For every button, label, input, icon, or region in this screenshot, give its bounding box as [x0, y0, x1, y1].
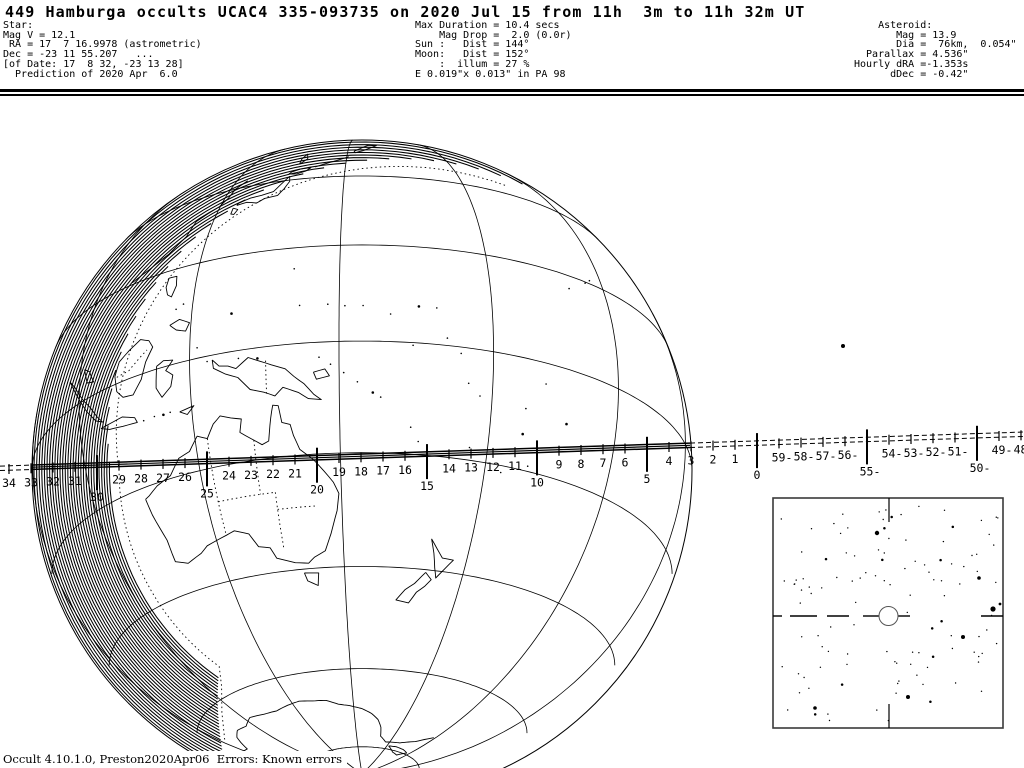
- tick-label: 52-: [926, 445, 947, 459]
- dotted-borders: [116, 349, 317, 549]
- tick-label: 51-: [948, 445, 969, 459]
- event-title: 449 Hamburga occults UCAC4 335-093735 on…: [5, 3, 806, 21]
- tick-label: 6: [622, 456, 629, 470]
- tick-label: 55-: [860, 464, 881, 478]
- target-star-circle: [878, 606, 899, 626]
- tick-label: 8: [578, 457, 585, 471]
- tick-label: 27: [156, 471, 170, 485]
- path-minute-ticks: [8, 425, 1022, 491]
- tick-label: 14: [442, 461, 456, 475]
- tick-label: 23: [244, 468, 258, 482]
- tick-label: 7: [600, 456, 607, 470]
- bright-star-dot: [906, 695, 910, 699]
- tick-label: 3: [688, 453, 695, 467]
- bright-star-dot: [813, 706, 817, 710]
- tick-label: 0: [754, 468, 761, 482]
- tick-label: 26: [178, 470, 192, 484]
- tick-label: 28: [134, 472, 148, 486]
- tick-label: 50-: [970, 461, 991, 475]
- tick-label: 2: [710, 453, 717, 467]
- star-info-block: Star: Mag V = 12.1 RA = 17 7 16.9978 (as…: [3, 20, 202, 80]
- tick-label: 34: [2, 476, 16, 490]
- tick-label: 32: [46, 475, 60, 489]
- footer-credit: Occult 4.10.1.0, Preston2020Apr06 Errors…: [2, 751, 347, 768]
- terminator-shading: [33, 141, 523, 768]
- tick-label: 22: [266, 467, 280, 481]
- tick-label: 29: [112, 472, 126, 486]
- tick-label: 49-: [992, 443, 1013, 457]
- tick-label: 33: [24, 475, 38, 489]
- tick-label: 31: [68, 474, 82, 488]
- field-star-dot: [841, 344, 845, 348]
- tick-label: 10: [530, 475, 544, 489]
- asteroid-info-block: Asteroid: Mag = 13.9 Dia = 76km, 0.054" …: [854, 20, 1017, 80]
- bright-star-dot: [998, 602, 1002, 606]
- bright-star-dot: [961, 635, 965, 639]
- tick-label: 24: [222, 469, 236, 483]
- bright-star-dot: [977, 576, 981, 580]
- bright-star-dot: [874, 530, 880, 536]
- tick-label: 56-: [838, 448, 859, 462]
- finder-chart-inset: [772, 497, 1004, 729]
- inset-star-field: [780, 505, 1002, 722]
- tick-label: 30: [90, 490, 104, 504]
- tick-label: 18: [354, 464, 368, 478]
- tick-label: 54-: [882, 447, 903, 461]
- tick-label: 11: [508, 459, 522, 473]
- tick-label: 15: [420, 479, 434, 493]
- header-divider-thin: [0, 94, 1024, 96]
- tick-label: 59-: [772, 450, 793, 464]
- tick-label: 25: [200, 486, 214, 500]
- tick-label: 12: [486, 460, 500, 474]
- tick-label: 57-: [816, 449, 837, 463]
- bright-star-dot: [990, 606, 996, 612]
- header-divider-thick: [0, 89, 1024, 92]
- twilight-dotted-line: [115, 165, 507, 740]
- tick-label: 1: [732, 452, 739, 466]
- tick-label: 4: [666, 454, 673, 468]
- tick-label: 48-: [1014, 442, 1024, 456]
- island-dots: [142, 268, 591, 474]
- tick-label: 58-: [794, 450, 815, 464]
- tick-label: 13: [464, 461, 478, 475]
- tick-label: 53-: [904, 446, 925, 460]
- tick-label: 9: [556, 458, 563, 472]
- tick-label: 20: [310, 483, 324, 497]
- tick-label: 16: [398, 463, 412, 477]
- tick-label: 19: [332, 465, 346, 479]
- tick-label: 5: [644, 472, 651, 486]
- tick-label: 17: [376, 464, 390, 478]
- event-info-block: Max Duration = 10.4 secs Mag Drop = 2.0 …: [415, 20, 572, 80]
- tick-label: 21: [288, 467, 302, 481]
